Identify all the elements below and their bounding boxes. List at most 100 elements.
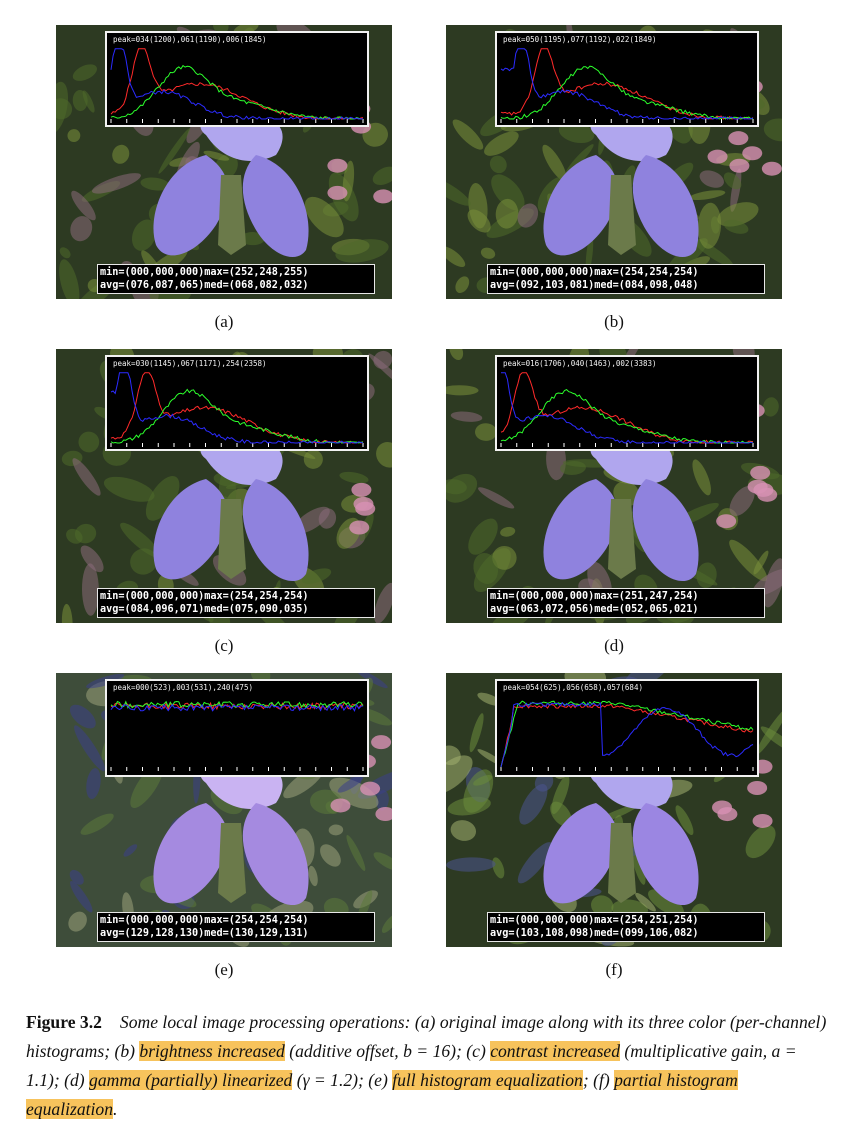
histogram-curve (110, 703, 364, 713)
foliage-blob (489, 155, 507, 174)
stats-avg-med: avg=(076,087,065)med=(068,082,032) (100, 280, 309, 291)
foliage-blob (131, 219, 157, 251)
stats-min-max: min=(000,000,000)max=(254,254,254) (100, 915, 309, 926)
blossom (349, 520, 370, 535)
iris-flower (543, 763, 699, 906)
stats-avg-med: avg=(063,072,056)med=(052,065,021) (490, 604, 699, 615)
foliage-blob (69, 704, 96, 729)
blossom (373, 189, 392, 204)
stats-min-max: min=(000,000,000)max=(251,247,254) (490, 591, 699, 602)
foliage-blob (729, 486, 755, 517)
foliage-blob (450, 411, 483, 422)
foliage-blob (69, 869, 84, 885)
histogram-curve (500, 703, 754, 768)
foliage-blob (729, 539, 768, 582)
histogram-curve (110, 372, 364, 444)
foliage-blob (372, 166, 392, 185)
foliage-blob (240, 232, 265, 246)
iris-flower (153, 115, 309, 258)
foliage-blob (59, 247, 71, 259)
foliage-blob (91, 173, 141, 194)
foliage-blob (67, 129, 81, 142)
iris-right-fall (632, 479, 699, 582)
foliage-blob (675, 805, 694, 836)
blossom (761, 161, 782, 176)
blossom (327, 158, 348, 173)
stats-box: min=(000,000,000)max=(254,254,254) avg=(… (97, 912, 375, 942)
highlight-gamma: gamma (partially) linearized (89, 1070, 293, 1090)
caption-text: (γ = 1.2); (e) (292, 1070, 393, 1090)
foliage-blob (68, 911, 87, 932)
iris-stem (608, 823, 636, 903)
histogram-curve (110, 372, 364, 444)
histogram-curve (500, 389, 754, 444)
histogram-curve (500, 48, 754, 120)
histogram-box: peak=054(625),056(658),057(684) (495, 679, 759, 777)
foliage-blob (82, 90, 95, 113)
foliage-blob (565, 144, 594, 175)
foliage-blob (374, 582, 392, 623)
foliage-blob (71, 190, 96, 221)
blossom (717, 807, 738, 822)
caption-text: (multiplicative gain, a = 1.1); (d) (26, 1041, 797, 1090)
blossom (752, 813, 773, 828)
foliage-blob (755, 708, 782, 755)
foliage-blob (495, 198, 519, 229)
foliage-blob (446, 385, 479, 396)
foliage-blob (449, 349, 464, 361)
stats-box: min=(000,000,000)max=(251,247,254) avg=(… (487, 588, 765, 618)
foliage-blob (446, 246, 466, 268)
iris-left-fall (153, 479, 228, 580)
foliage-blob (484, 131, 519, 156)
histogram-peak-text: peak=030(1145),067(1171),254(2358) (113, 359, 267, 368)
iris-left-fall (153, 155, 228, 256)
foliage-blob (368, 353, 392, 391)
foliage-blob (585, 235, 594, 273)
foliage-blob (103, 476, 155, 502)
foliage-blob (762, 397, 779, 417)
caption-text: (additive offset, b = 16); (c) (284, 1041, 491, 1061)
foliage-blob (469, 713, 484, 753)
stats-min-max: min=(000,000,000)max=(254,254,254) (490, 267, 699, 278)
stats-min-max: min=(000,000,000)max=(254,254,254) (100, 591, 309, 602)
foliage-blob (542, 144, 567, 181)
foliage-blob (80, 813, 114, 835)
panel-label-f: (f) (605, 960, 623, 979)
histogram-box: peak=030(1145),067(1171),254(2358) (105, 355, 369, 451)
foliage-blob (78, 431, 100, 453)
foliage-blob (697, 202, 722, 249)
foliage-blob (308, 865, 318, 887)
foliage-blob (480, 247, 496, 259)
foliage-blob (699, 170, 724, 188)
foliage-blob (468, 518, 498, 555)
foliage-blob (376, 442, 392, 468)
foliage-blob (203, 150, 230, 161)
blossom (750, 465, 771, 480)
iris-left-fall (543, 803, 618, 904)
highlight-contrast: contrast increased (490, 1041, 621, 1061)
foliage-blob (446, 176, 471, 206)
foliage-blob (130, 548, 158, 575)
histogram-curve (110, 700, 364, 709)
foliage-blob (302, 568, 332, 584)
foliage-blob (446, 857, 496, 872)
foliage-blob (492, 857, 505, 879)
foliage-blob (500, 526, 516, 537)
foliage-blob (140, 177, 170, 191)
panel-label-a: (a) (214, 312, 234, 331)
photo-panel-d: peak=016(1706),040(1463),002(3383) min=(… (446, 349, 782, 623)
foliage-blob (339, 471, 369, 484)
foliage-blob (59, 259, 80, 299)
histogram-peak-text: peak=054(625),056(658),057(684) (503, 683, 643, 692)
foliage-blob (158, 128, 191, 174)
foliage-blob (72, 458, 101, 496)
histogram-peak-text: peak=016(1706),040(1463),002(3383) (503, 359, 657, 368)
iris-right-fall (242, 155, 309, 258)
blossom (707, 149, 728, 164)
foliage-blob (145, 475, 180, 521)
histogram-box: peak=050(1195),077(1192),022(1849) (495, 31, 759, 127)
caption-text: . (113, 1099, 118, 1119)
foliage-blob (80, 545, 104, 573)
iris-stem (218, 499, 246, 579)
blossom (360, 781, 381, 796)
